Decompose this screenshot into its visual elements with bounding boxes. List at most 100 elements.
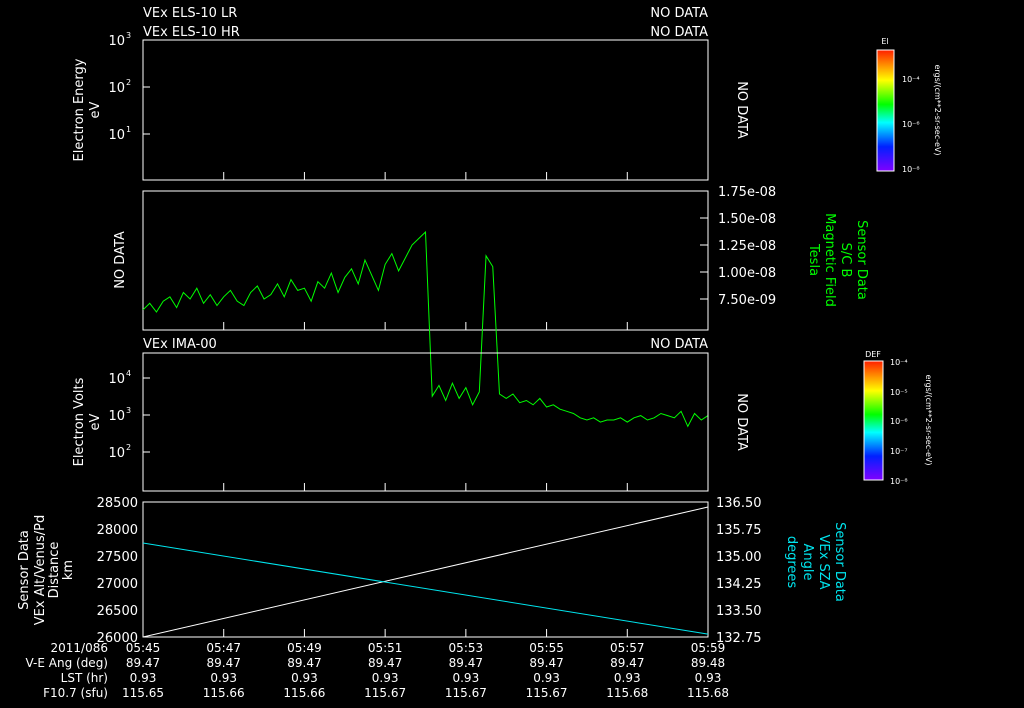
y-tick-label-right: 136.50 [716,496,762,511]
p1-nodata-side: NO DATA [734,81,749,139]
p3-nodata-side: NO DATA [734,393,749,451]
footer-value: 115.67 [364,686,406,700]
p4-ylabel-left: Sensor Data [17,530,32,610]
p2-ylabel-line: Magnetic Field [822,213,837,307]
p1-nodata-lr: NO DATA [650,6,708,21]
y-tick-exponent: 2 [126,443,131,452]
p2-frame [142,190,709,331]
cb1-label: 10⁻⁶ [902,120,920,129]
p1-ylabel: Electron Energy [72,58,87,161]
cb2-unit: ergs/(cm**2-sr-sec-eV) [924,374,933,465]
p2-nodata-side: NO DATA [113,231,128,289]
p4-ylabel-right: degrees [784,536,799,589]
footer-value: 89.47 [368,656,402,670]
footer-value: 0.93 [210,671,237,685]
footer-value: 89.47 [449,656,483,670]
p3-title: VEx IMA-00 [143,337,217,352]
cb2-label: 10⁻⁴ [890,358,908,367]
y-tick-label: 10 [108,128,125,143]
footer-value: 05:55 [529,641,564,655]
footer-value: 89.47 [529,656,563,670]
footer-value: 05:47 [206,641,241,655]
p1-frame [142,39,709,181]
y-tick-label-left: 28500 [97,496,138,511]
p3-nodata: NO DATA [650,337,708,352]
y-tick-label: 10 [108,409,125,424]
footer-value: 89.47 [610,656,644,670]
p1-yunit: eV [88,101,103,118]
footer-value: 89.47 [287,656,321,670]
p4-ylabel-right: VEx SZA [816,535,831,590]
footer-value: 115.66 [203,686,245,700]
cb2-bar [863,360,884,481]
footer-value: 0.93 [533,671,560,685]
p4-ylabel-right: Angle [800,544,815,581]
footer-value: 89.47 [207,656,241,670]
y-tick-label: 10 [108,446,125,461]
y-tick-label-left: 26500 [97,604,138,619]
cb2-label: 10⁻⁵ [890,388,908,397]
p4-ylabel-left: Distance [47,542,62,599]
y-tick-label: 1.75e-08 [718,185,776,200]
p2-ylabel-line: S/C B [838,243,853,278]
y-tick-label-left: 27000 [97,577,138,592]
p1-title-hr: VEx ELS-10 HR [143,25,240,40]
cb1-label: 10⁻⁸ [902,165,920,174]
y-tick-label: 1.50e-08 [718,212,776,227]
p4-frame [142,501,709,638]
y-tick-label: 10 [108,34,125,49]
footer-value: 05:49 [287,641,322,655]
y-tick-label-right: 132.75 [716,631,762,646]
cb1-bar [876,49,895,172]
cb2-label: 10⁻⁸ [890,477,908,486]
cb1-unit: ergs/(cm**2-sr-sec-eV) [933,64,942,155]
footer-value: 05:57 [610,641,645,655]
y-tick-label: 10 [108,81,125,96]
p3-ylabel: Electron Volts [72,377,87,466]
y-tick-label-left: 28000 [97,523,138,538]
y-tick-label: 1.00e-08 [718,266,776,281]
y-tick-label-right: 134.25 [716,577,762,592]
y-tick-exponent: 4 [126,369,131,378]
footer-value: 05:51 [368,641,403,655]
p2-ylabel-line: Tesla [806,243,821,276]
y-tick-exponent: 2 [126,78,131,87]
p3-yunit: eV [88,413,103,430]
cb2-title: DEF [865,350,881,359]
y-tick-label-right: 133.50 [716,604,762,619]
magnetic-field-series [142,230,709,428]
footer-value: 115.68 [687,686,729,700]
footer-value: 05:53 [449,641,484,655]
footer-value: 05:59 [691,641,726,655]
p1-title-lr: VEx ELS-10 LR [143,6,237,21]
cb1-label: 10⁻⁴ [902,75,920,84]
footer-value: 0.93 [372,671,399,685]
y-tick-label-left: 27500 [97,550,138,565]
y-tick-exponent: 3 [126,31,131,40]
p3-frame [142,352,709,492]
footer-value: 0.93 [130,671,157,685]
footer-row-label: F10.7 (sfu) [43,686,108,700]
footer-value: 0.93 [695,671,722,685]
cb2-label: 10⁻⁷ [890,447,908,456]
footer-value: 89.48 [691,656,725,670]
y-tick-label: 1.25e-08 [718,239,776,254]
altitude-series [142,506,709,638]
footer-value: 115.66 [283,686,325,700]
footer-row-label: 2011/086 [51,641,109,655]
footer-value: 89.47 [126,656,160,670]
y-tick-label-right: 135.00 [716,550,762,565]
y-tick-exponent: 1 [126,125,131,134]
p4-ylabel-left: VEx Alt/Venus/Pd [33,515,48,626]
y-tick-label-left: 26000 [97,631,138,646]
footer-value: 0.93 [291,671,318,685]
sza-series [142,542,709,635]
footer-row-label: LST (hr) [61,671,108,685]
footer-value: 0.93 [614,671,641,685]
footer-value: 115.65 [122,686,164,700]
footer-value: 05:45 [126,641,161,655]
cb1-title: El [881,37,888,46]
y-tick-label: 10 [108,372,125,387]
footer-value: 115.68 [606,686,648,700]
